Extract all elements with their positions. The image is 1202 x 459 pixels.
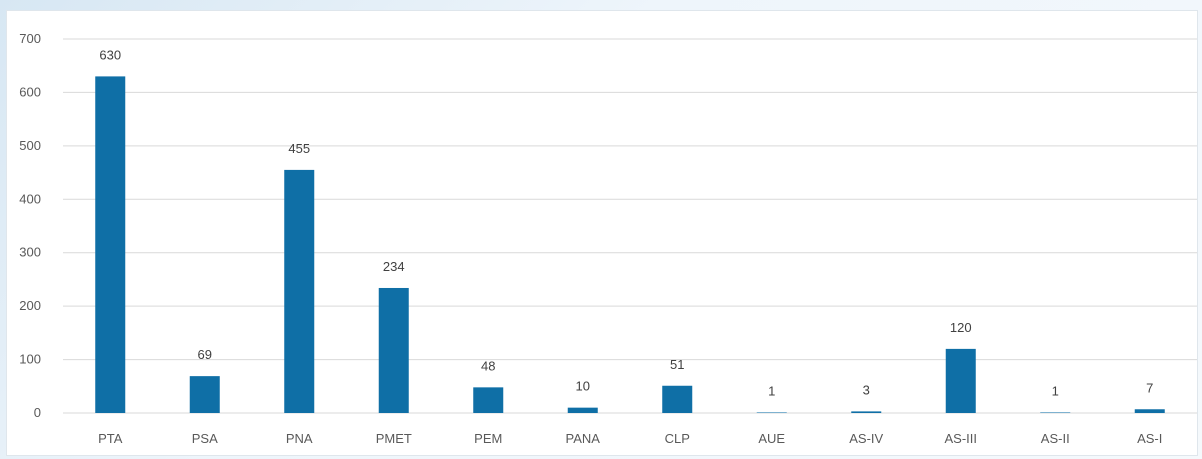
bar-pta bbox=[95, 76, 126, 414]
x-axis: PTA PSA PNA PMET PEM PANA CLP AUE AS-IV AS-III AS-… bbox=[98, 431, 1162, 446]
data-label: 234 bbox=[383, 259, 405, 274]
y-tick-label: 500 bbox=[19, 138, 41, 153]
bar-pem bbox=[473, 387, 504, 413]
x-tick-label: PTA bbox=[98, 431, 123, 446]
x-tick-label: PEM bbox=[474, 431, 502, 446]
x-tick-label: AS-IV bbox=[849, 431, 883, 446]
data-labels: 630 69 455 234 48 10 51 1 3 120 1 7 bbox=[99, 47, 1153, 398]
bar-pana bbox=[567, 407, 598, 413]
gridlines bbox=[63, 38, 1197, 414]
y-axis: 0 100 200 300 400 500 600 700 bbox=[19, 31, 41, 420]
x-tick-label: PMET bbox=[376, 431, 412, 446]
data-label: 630 bbox=[99, 47, 121, 62]
data-label: 1 bbox=[1052, 383, 1059, 398]
bar-pna bbox=[284, 169, 315, 413]
data-label: 455 bbox=[288, 141, 310, 156]
x-tick-label: PNA bbox=[286, 431, 313, 446]
data-label: 51 bbox=[670, 357, 684, 372]
x-tick-label: AUE bbox=[758, 431, 785, 446]
y-tick-label: 400 bbox=[19, 191, 41, 206]
bar-aue bbox=[756, 412, 787, 413]
y-tick-label: 600 bbox=[19, 84, 41, 99]
bar-as-iii bbox=[945, 348, 976, 413]
bar-pmet bbox=[378, 287, 409, 413]
bar-as-i bbox=[1134, 409, 1165, 413]
bars bbox=[95, 76, 1165, 414]
x-tick-label: AS-III bbox=[944, 431, 977, 446]
data-label: 7 bbox=[1146, 380, 1153, 395]
data-label: 1 bbox=[768, 383, 775, 398]
x-tick-label: PANA bbox=[566, 431, 601, 446]
data-label: 69 bbox=[198, 347, 212, 362]
y-tick-label: 100 bbox=[19, 352, 41, 367]
bar-psa bbox=[189, 376, 220, 413]
data-label: 120 bbox=[950, 320, 972, 335]
x-tick-label: AS-II bbox=[1041, 431, 1070, 446]
y-tick-label: 0 bbox=[34, 405, 41, 420]
data-label: 10 bbox=[576, 379, 590, 394]
data-label: 3 bbox=[863, 382, 870, 397]
y-tick-label: 700 bbox=[19, 31, 41, 46]
chart-frame: 0 100 200 300 400 500 600 700 630 69 455 234 48 10 51… bbox=[6, 10, 1198, 456]
bar-chart: 0 100 200 300 400 500 600 700 630 69 455 234 48 10 51… bbox=[19, 31, 1197, 446]
x-tick-label: PSA bbox=[192, 431, 218, 446]
bar-as-ii bbox=[1040, 412, 1071, 413]
x-tick-label: CLP bbox=[665, 431, 690, 446]
data-label: 48 bbox=[481, 358, 495, 373]
bar-as-iv bbox=[851, 411, 882, 413]
x-tick-label: AS-I bbox=[1137, 431, 1162, 446]
y-tick-label: 300 bbox=[19, 245, 41, 260]
y-tick-label: 200 bbox=[19, 298, 41, 313]
bar-clp bbox=[662, 385, 693, 413]
